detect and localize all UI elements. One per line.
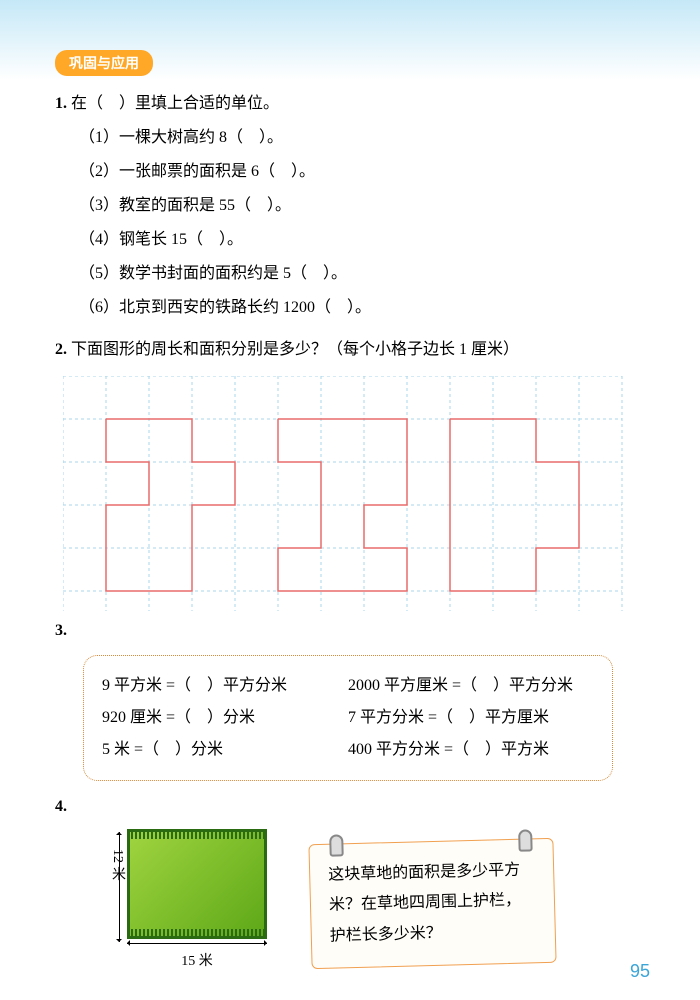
q1-item: （4）钢笔长 15（ ）。 <box>55 224 645 256</box>
q4-num: 4. <box>55 791 645 823</box>
q1-item: （5）数学书封面的面积约是 5（ ）。 <box>55 258 645 290</box>
clip-icon <box>518 829 533 851</box>
q1-item: （2）一张邮票的面积是 6（ ）。 <box>55 156 645 188</box>
q4-note: 这块草地的面积是多少平方米？在草地四周围上护栏，护栏长多少米？ <box>308 838 556 970</box>
q2-stem: 2. 下面图形的周长和面积分别是多少？（每个小格子边长 1 厘米） <box>55 334 645 366</box>
page-number: 95 <box>630 961 650 982</box>
q3-box: 9 平方米 =（ ）平方分米2000 平方厘米 =（ ）平方分米 920 厘米 … <box>83 655 613 781</box>
grass-figure: 12 米 15 米 <box>105 829 270 970</box>
grid-figure <box>63 376 623 611</box>
q1-item: （3）教室的面积是 55（ ）。 <box>55 190 645 222</box>
clip-icon <box>329 834 344 856</box>
q3-num: 3. <box>55 615 645 647</box>
q1-item: （6）北京到西安的铁路长约 1200（ ）。 <box>55 292 645 324</box>
section-badge: 巩固与应用 <box>55 50 153 76</box>
q1-item: （1）一棵大树高约 8（ ）。 <box>55 122 645 154</box>
q1-stem: 1. 在（ ）里填上合适的单位。 <box>55 88 645 120</box>
